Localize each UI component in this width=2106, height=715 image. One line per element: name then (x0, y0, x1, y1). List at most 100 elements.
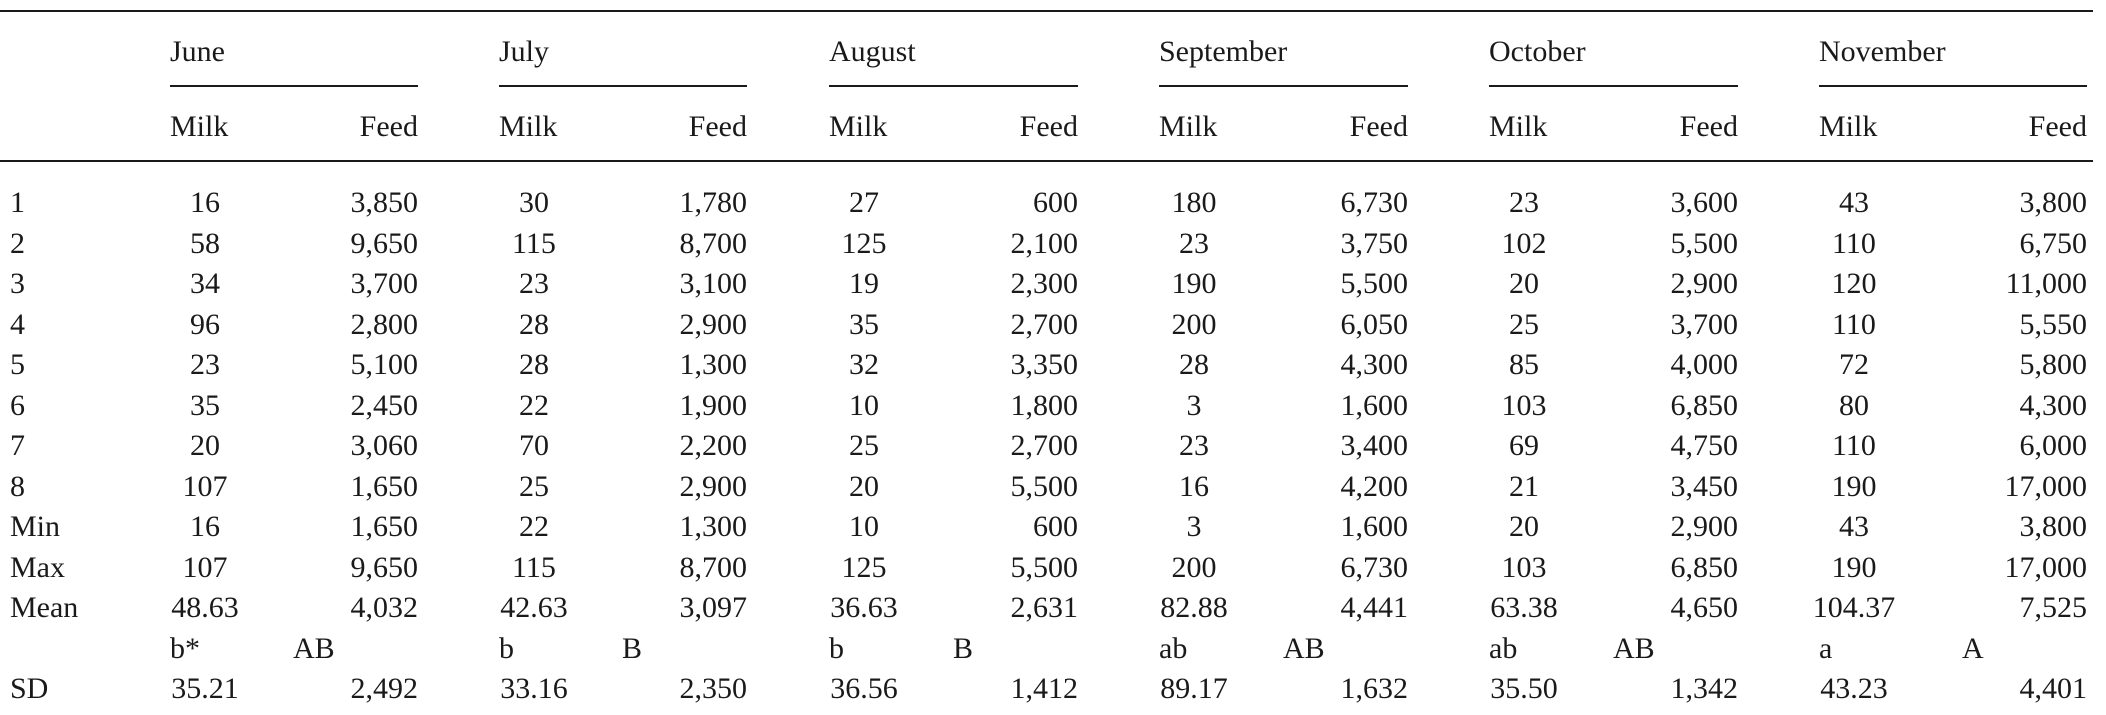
feed-header: Feed (1679, 110, 1738, 143)
header-rule (0, 160, 2093, 162)
milk-cell: 85 (1509, 348, 1539, 381)
month-underline (499, 85, 747, 87)
month-underline (1159, 85, 1408, 87)
milk-cell: 30 (519, 186, 549, 219)
milk-cell: 82.88 (1160, 591, 1228, 624)
milk-cell: 125 (841, 226, 887, 260)
feed-cell: 3,800 (2019, 510, 2088, 543)
row-label: SD (10, 672, 49, 705)
feed-cell: 1,632 (1340, 672, 1409, 705)
milk-significance: b* (170, 631, 200, 665)
month-header: June (170, 35, 225, 68)
milk-cell: 200 (1171, 307, 1217, 341)
milk-cell: 107 (182, 550, 228, 584)
milk-cell: 36.56 (830, 672, 898, 705)
milk-cell: 107 (182, 469, 228, 503)
milk-cell: 120 (1831, 267, 1877, 300)
feed-cell: 600 (1033, 186, 1078, 219)
milk-cell: 58 (190, 226, 220, 260)
feed-cell: 5,550 (2019, 307, 2088, 341)
month-underline (829, 85, 1078, 87)
milk-cell: 80 (1839, 388, 1869, 422)
feed-header: Feed (688, 110, 747, 143)
milk-cell: 190 (1171, 267, 1217, 300)
feed-cell: 2,350 (679, 672, 748, 705)
milk-cell: 20 (1509, 510, 1539, 543)
milk-cell: 110 (1832, 429, 1876, 462)
feed-cell: 2,631 (1010, 591, 1079, 624)
feed-cell: 6,850 (1670, 388, 1739, 422)
milk-cell: 25 (1509, 307, 1539, 341)
feed-cell: 3,400 (1340, 429, 1409, 462)
feed-cell: 9,650 (350, 226, 419, 260)
month-header: July (499, 35, 550, 68)
feed-cell: 1,412 (1010, 672, 1079, 705)
feed-header: Feed (1019, 110, 1078, 143)
feed-cell: 6,730 (1340, 550, 1409, 584)
month-underline (170, 85, 418, 87)
milk-cell: 32 (849, 348, 879, 381)
row-label: 6 (10, 388, 25, 422)
feed-cell: 5,500 (1010, 469, 1079, 503)
milk-cell: 25 (849, 429, 879, 462)
row-label: 2 (10, 226, 25, 260)
milk-header: Milk (1489, 110, 1548, 143)
row-label: Max (10, 550, 65, 584)
feed-cell: 3,350 (1010, 348, 1079, 381)
feed-cell: 6,750 (2019, 226, 2088, 260)
top-rule (0, 10, 2093, 12)
milk-cell: 16 (1179, 469, 1209, 503)
milk-cell: 180 (1171, 186, 1217, 219)
feed-cell: 6,730 (1340, 186, 1409, 219)
feed-significance: A (1962, 631, 1984, 665)
milk-cell: 35 (849, 307, 879, 341)
feed-significance: AB (293, 631, 335, 665)
milk-header: Milk (170, 110, 229, 143)
feed-cell: 600 (1033, 510, 1078, 543)
feed-cell: 7,525 (2019, 591, 2088, 624)
milk-cell: 48.63 (171, 591, 239, 624)
feed-cell: 4,300 (2019, 388, 2088, 422)
feed-cell: 1,650 (350, 469, 419, 503)
milk-cell: 27 (849, 186, 879, 219)
milk-significance: b (499, 631, 514, 665)
feed-cell: 2,100 (1010, 226, 1079, 260)
milk-cell: 20 (1509, 267, 1539, 300)
feed-cell: 3,097 (679, 591, 748, 624)
row-label: 7 (10, 429, 25, 462)
milk-cell: 69 (1509, 429, 1539, 462)
feed-cell: 2,300 (1010, 267, 1079, 300)
milk-cell: 28 (519, 348, 549, 381)
milk-cell: 16 (190, 510, 220, 543)
row-label: 1 (10, 186, 25, 219)
feed-cell: 2,492 (350, 672, 419, 705)
feed-cell: 1,600 (1340, 388, 1409, 422)
milk-cell: 110 (1832, 226, 1876, 260)
milk-significance: ab (1159, 631, 1188, 665)
feed-significance: B (622, 631, 643, 665)
feed-cell: 8,700 (679, 226, 748, 260)
row-label: 3 (10, 267, 25, 300)
milk-cell: 3 (1186, 510, 1202, 543)
milk-cell: 103 (1501, 550, 1547, 584)
feed-cell: 1,900 (679, 388, 748, 422)
feed-cell: 1,300 (679, 348, 748, 381)
feed-cell: 2,200 (679, 429, 748, 462)
feed-cell: 2,900 (679, 307, 748, 341)
feed-cell: 4,401 (2019, 672, 2088, 705)
milk-cell: 25 (519, 469, 549, 503)
milk-cell: 20 (190, 429, 220, 462)
milk-significance: ab (1489, 631, 1518, 665)
milk-cell: 35 (190, 388, 220, 422)
feed-cell: 3,100 (679, 267, 748, 300)
milk-cell: 200 (1171, 550, 1217, 584)
feed-cell: 3,700 (350, 267, 419, 300)
feed-cell: 3,850 (350, 186, 419, 219)
feed-cell: 5,500 (1340, 267, 1409, 300)
milk-cell: 36.63 (830, 591, 898, 624)
milk-cell: 43 (1839, 186, 1869, 219)
feed-significance: AB (1283, 631, 1325, 665)
feed-header: Feed (359, 110, 418, 143)
milk-cell: 103 (1501, 388, 1547, 422)
milk-cell: 110 (1832, 307, 1876, 341)
